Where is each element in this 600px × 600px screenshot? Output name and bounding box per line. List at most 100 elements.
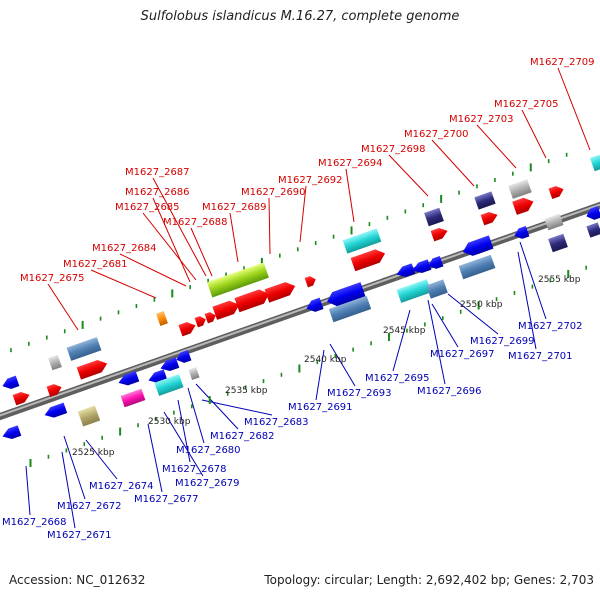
gene-arrow: [44, 402, 68, 418]
gene-label-forward: M1627_2705: [494, 99, 559, 110]
gene-label-forward: M1627_2684: [92, 243, 157, 254]
leader-line: [229, 212, 239, 263]
gene-arrow: [396, 263, 416, 278]
gene-labels: M1627_2675 M1627_2681 M1627_2684 M1627_2688…: [2, 57, 595, 541]
gene-arrow: [548, 233, 568, 253]
gene-label-forward: M1627_2687: [125, 167, 190, 178]
gene-feature: [76, 360, 108, 380]
gene-feature: [120, 388, 146, 408]
gene-arrow: [77, 405, 101, 427]
gene-feature: [46, 384, 62, 398]
gene-feature: [480, 212, 498, 226]
gene-arrow: [212, 300, 240, 320]
gene-arrow: [148, 369, 168, 384]
gene-feature: [327, 282, 366, 307]
gene-label-forward: M1627_2689: [202, 202, 267, 213]
gene-label-reverse: M1627_2691: [288, 402, 353, 413]
gene-feature: [586, 222, 600, 238]
gene-feature: [264, 282, 296, 303]
leader-line: [476, 124, 517, 169]
gene-arrow: [327, 282, 366, 307]
gene-label-reverse: M1627_2699: [470, 336, 535, 347]
gene-arrow: [207, 262, 269, 298]
leader-line: [517, 251, 537, 350]
gene-feature: [328, 295, 372, 323]
gene-feature: [48, 354, 62, 371]
leader-line: [163, 411, 204, 477]
leader-line: [63, 435, 86, 500]
gene-label-reverse: M1627_2682: [210, 431, 275, 442]
gene-arrow: [586, 222, 600, 238]
gene-label-forward: M1627_2681: [63, 259, 128, 270]
gene-arrow: [428, 255, 444, 269]
gene-label-forward: M1627_2709: [530, 57, 595, 68]
leader-line: [392, 309, 411, 372]
gene-label-forward: M1627_2694: [318, 158, 383, 169]
gene-label-reverse: M1627_2696: [417, 386, 482, 397]
leader-line: [177, 399, 191, 463]
gene-arrow: [426, 279, 448, 299]
gene-feature: [458, 254, 496, 280]
gene-arrow: [160, 357, 180, 372]
leader-line: [315, 349, 325, 401]
gene-arrow: [548, 186, 564, 200]
gene-arrow: [396, 279, 432, 303]
gene-arrow: [48, 354, 62, 371]
scale-label: 2530 kbp: [148, 417, 191, 427]
gene-label-reverse: M1627_2679: [175, 478, 240, 489]
gene-label-reverse: M1627_2680: [176, 445, 241, 456]
gene-arrow: [508, 179, 532, 199]
scale-ticks: [10, 152, 587, 468]
gene-feature: [350, 249, 386, 272]
gene-arrow: [76, 360, 108, 380]
gene-arrow: [512, 197, 534, 215]
gene-feature: [396, 279, 432, 303]
gene-arrow: [474, 191, 496, 210]
gene-arrow: [154, 374, 184, 396]
gene-arrow: [544, 213, 564, 231]
gene-label-forward: M1627_2690: [241, 187, 306, 198]
gene-label-forward: M1627_2675: [20, 273, 85, 284]
leader-line: [329, 343, 356, 387]
leader-line: [195, 383, 239, 430]
gene-feature: [154, 374, 184, 396]
gene-arrow: [194, 316, 206, 328]
gene-arrow: [66, 337, 102, 361]
gene-feature: [304, 276, 316, 288]
gene-label-reverse: M1627_2702: [518, 321, 583, 332]
gene-arrow: [306, 297, 324, 312]
gene-arrow: [156, 311, 168, 326]
gene-feature: [156, 311, 168, 326]
leader-line: [152, 197, 191, 283]
leader-line: [47, 283, 79, 331]
gene-arrow: [586, 206, 600, 220]
gene-label-forward: M1627_2685: [115, 202, 180, 213]
gene-feature: [430, 228, 448, 242]
leader-line: [345, 168, 355, 223]
gene-feature: [204, 312, 216, 324]
gene-feature: [148, 369, 168, 384]
gene-label-forward: M1627_2686: [125, 187, 190, 198]
gene-arrow: [424, 207, 444, 227]
leader-line: [431, 139, 475, 187]
gene-feature: [589, 154, 600, 172]
leader-line: [142, 212, 197, 281]
gene-feature: [342, 228, 382, 254]
gene-label-reverse: M1627_2683: [244, 417, 309, 428]
gene-feature: [2, 375, 20, 389]
genome-backbone-highlight: [0, 203, 600, 417]
gene-feature: [194, 316, 206, 328]
gene-feature: [544, 213, 564, 231]
gene-feature: [396, 263, 416, 278]
scale-label: 2555 kbp: [538, 275, 581, 285]
gene-feature: [548, 233, 568, 253]
gene-feature: [188, 366, 200, 381]
gene-arrow: [204, 312, 216, 324]
leader-line: [427, 299, 446, 385]
gene-arrow: [430, 228, 448, 242]
gene-arrow: [304, 276, 316, 288]
gene-feature: [160, 357, 180, 372]
leader-line: [119, 253, 187, 287]
